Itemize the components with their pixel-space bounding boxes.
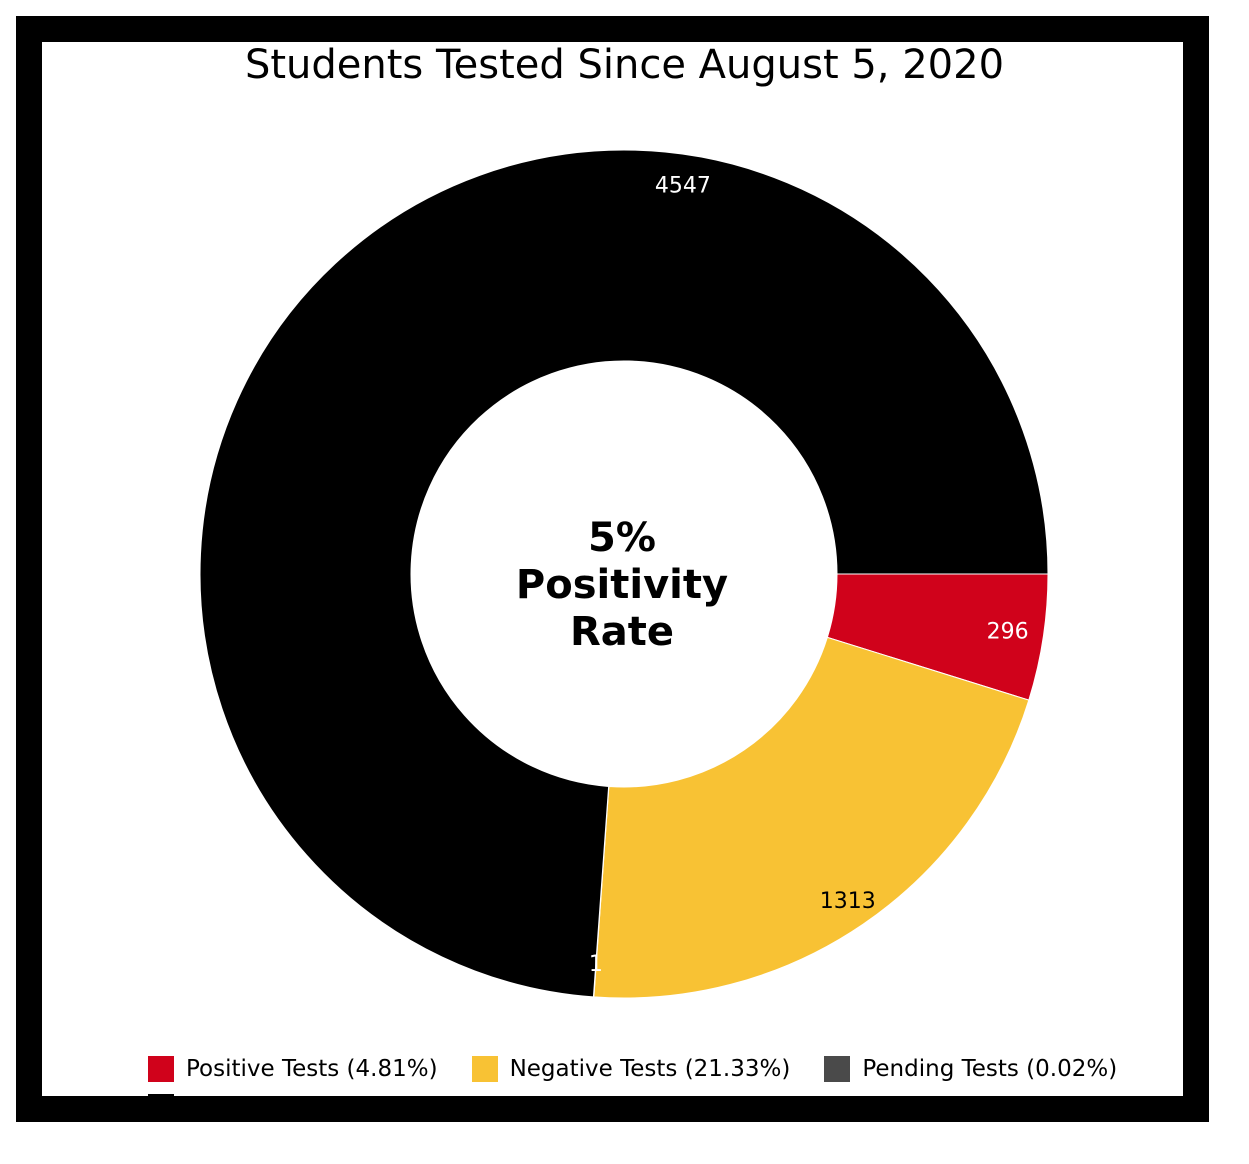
center-label-line-1: 5% [588,515,656,561]
legend-swatch-athletic [148,1094,174,1120]
slice-negative[interactable] [593,636,1030,999]
legend-item-negative[interactable]: Negative Tests (21.33%) [471,1056,791,1082]
slice-athletic[interactable] [199,149,1049,998]
legend: Positive Tests (4.81%) Negative Tests (2… [148,1050,1151,1126]
legend-label-pending: Pending Tests (0.02%) [862,1056,1118,1082]
legend-swatch-positive [148,1056,174,1082]
legend-item-positive[interactable]: Positive Tests (4.81%) [148,1056,438,1082]
slice-label-athletic: 4547 [655,173,711,198]
legend-swatch-pending [824,1056,851,1082]
legend-label-negative: Negative Tests (21.33%) [509,1056,791,1082]
legend-label-positive: Positive Tests (4.81%) [186,1056,438,1082]
slice-label-pending: 1 [589,952,603,977]
legend-row-1: Positive Tests (4.81%) Negative Tests (2… [148,1050,1151,1088]
slice-label-positive: 296 [987,619,1029,644]
legend-item-athletic[interactable]: Athletic Surveillance Negative Tests (73… [148,1094,710,1120]
center-label-line-2: Positivity [515,562,729,608]
center-label: 5% Positivity Rate [422,515,822,656]
legend-swatch-negative [471,1056,498,1082]
legend-label-athletic: Athletic Surveillance Negative Tests (73… [186,1094,710,1120]
slice-label-negative: 1313 [820,889,876,914]
legend-item-pending[interactable]: Pending Tests (0.02%) [824,1056,1117,1082]
chart-title: Students Tested Since August 5, 2020 [244,42,1005,88]
legend-row-2: Athletic Surveillance Negative Tests (73… [148,1088,1151,1126]
center-label-line-3: Rate [569,609,675,655]
